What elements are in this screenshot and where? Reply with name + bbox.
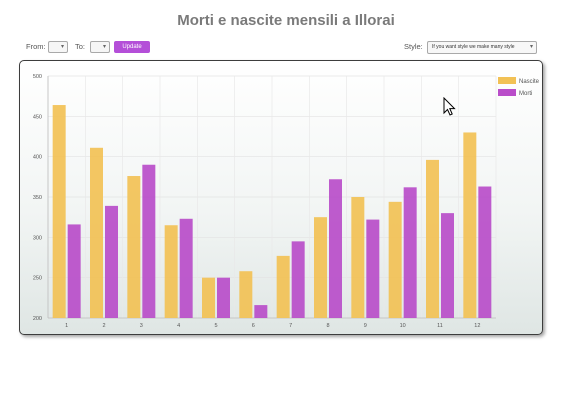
x-tick-label: 7 [289,323,292,329]
legend-label-morti: Morti [519,91,532,97]
style-label: Style: [404,42,423,51]
x-tick-label: 12 [474,323,480,329]
y-tick-label: 250 [33,276,42,282]
bar-morti-10 [403,187,417,318]
legend-swatch-morti [498,89,516,96]
y-tick-label: 400 [33,155,42,161]
x-tick-label: 1 [65,323,68,329]
y-tick-label: 500 [33,74,42,80]
style-select-value: If you want style we make many style [432,44,515,50]
bar-morti-9 [366,219,380,318]
bar-nascite-3 [127,176,141,318]
bar-nascite-8 [314,217,327,318]
bar-nascite-11 [426,159,439,318]
bar-morti-11 [441,213,454,318]
y-tick-label: 200 [33,316,42,322]
bar-morti-3 [142,164,156,318]
y-tick-label: 350 [33,195,42,201]
legend-swatch-nascite [498,77,516,84]
x-tick-label: 5 [214,323,217,329]
bar-morti-1 [67,224,81,318]
to-select[interactable]: ▾ [90,41,110,53]
x-tick-label: 10 [400,323,406,329]
y-tick-label: 450 [33,114,42,120]
bar-morti-7 [291,241,305,318]
bar-morti-4 [179,218,193,318]
y-tick-label: 300 [33,235,42,241]
x-tick-label: 3 [140,323,143,329]
bar-morti-12 [478,186,492,318]
to-label: To: [75,42,86,51]
bar-morti-6 [254,305,268,318]
bar-nascite-7 [276,255,290,318]
x-tick-label: 8 [326,323,329,329]
page-title: Morti e nascite mensili a Illorai [177,12,395,29]
bar-nascite-1 [52,105,66,318]
bar-morti-5 [217,277,230,318]
legend-label-nascite: Nascite [519,79,540,85]
bar-nascite-9 [351,197,365,318]
x-tick-label: 11 [437,323,443,329]
chevron-down-icon: ▾ [60,44,64,50]
bar-morti-2 [105,205,118,318]
chevron-down-icon: ▾ [102,44,106,50]
chart-card: 200 250 300 350 400 450 500 1 2 3 4 5 6 7 8 9 10 11 12 Nasc… [19,60,543,335]
from-label: From: [26,42,46,51]
bar-nascite-12 [463,132,477,318]
bar-nascite-10 [388,201,402,318]
x-tick-label: 4 [177,323,180,329]
from-select[interactable]: ▾ [48,41,68,53]
bar-nascite-6 [239,271,253,318]
bar-nascite-2 [90,147,103,318]
x-tick-label: 2 [102,323,105,329]
chevron-down-icon: ▾ [529,44,533,50]
bar-morti-8 [329,179,342,318]
x-tick-label: 9 [364,323,367,329]
mouse-pointer-icon [443,97,456,116]
bar-nascite-4 [164,225,178,318]
update-button[interactable]: Update [114,41,150,53]
bar-nascite-5 [202,277,215,318]
controls-bar: From: ▾ To: ▾ Update Style: If you want … [0,40,572,56]
x-tick-label: 6 [252,323,255,329]
style-select[interactable]: If you want style we make many style ▾ [427,41,537,54]
